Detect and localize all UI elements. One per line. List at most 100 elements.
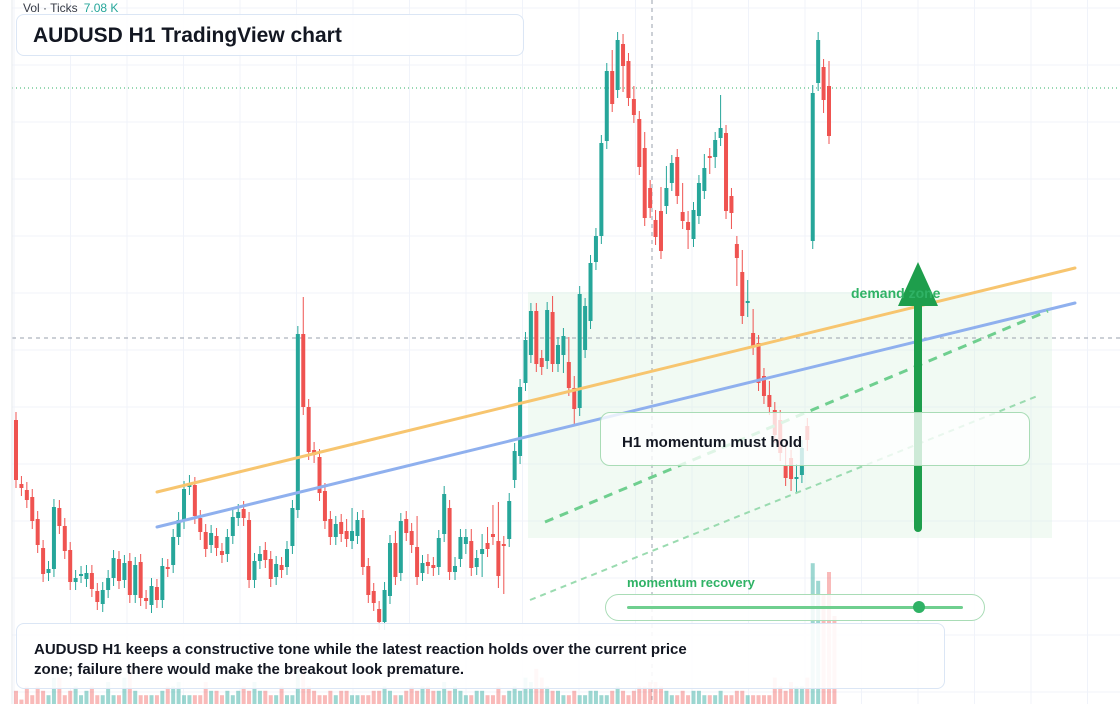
candle-body: [696, 183, 701, 216]
candle-body: [447, 508, 452, 572]
candle-body: [46, 569, 51, 573]
volume-bar: [686, 695, 691, 704]
candle-body: [572, 388, 577, 409]
candle-body: [89, 573, 94, 589]
volume-bar: [425, 686, 430, 704]
volume-bar: [718, 690, 723, 704]
candle-body: [182, 489, 187, 521]
momentum-knob[interactable]: [913, 601, 926, 613]
candle-body: [247, 520, 252, 580]
volume-bar: [604, 695, 609, 704]
volume-bar: [458, 690, 463, 704]
candle-body: [626, 61, 631, 98]
volume-bar: [138, 695, 143, 704]
volume-bar: [626, 695, 631, 704]
volume-bar: [740, 690, 745, 704]
volume-bar: [57, 677, 62, 704]
volume-bar: [518, 690, 523, 704]
candle-body: [328, 519, 333, 537]
candle-body: [41, 548, 46, 574]
volume-bar: [133, 690, 138, 704]
candle-body: [442, 494, 447, 534]
candle-body: [566, 362, 571, 388]
volume-bar: [409, 686, 414, 704]
volume-bar: [106, 682, 111, 704]
candle-body: [371, 591, 376, 603]
callout-text: H1 momentum must hold: [622, 434, 803, 451]
candle-body: [550, 312, 555, 364]
candle-body: [729, 196, 734, 213]
volume-bar: [572, 690, 577, 704]
candle-body: [604, 71, 609, 141]
candle-body: [382, 590, 387, 622]
candle-body: [664, 188, 669, 206]
candle-body: [73, 578, 78, 582]
candle-body: [507, 501, 512, 539]
volume-bar: [415, 690, 420, 704]
candle-body: [561, 336, 566, 355]
volume-bar: [420, 686, 425, 704]
volume-bar: [46, 695, 51, 704]
candle-body: [827, 86, 831, 136]
candle-body: [268, 559, 273, 579]
volume-bar: [263, 690, 268, 704]
candle-body: [469, 541, 474, 568]
volume-bar: [355, 695, 360, 704]
volume-bar: [761, 695, 766, 704]
candlestick-series: [14, 32, 831, 630]
candle-body: [154, 587, 159, 600]
candle-body: [171, 537, 176, 565]
candle-body: [593, 236, 598, 262]
volume-bar: [62, 695, 67, 704]
candle-body: [214, 536, 219, 548]
volume-bar: [436, 690, 441, 704]
volume-bar: [545, 686, 550, 704]
candle-body: [404, 519, 409, 533]
volume-bar: [642, 686, 647, 704]
candle-body: [713, 140, 718, 157]
candle-body: [583, 306, 588, 350]
volume-bar: [19, 699, 24, 704]
candle-body: [425, 562, 430, 566]
candle-body: [794, 477, 799, 479]
candle-body: [518, 387, 523, 456]
volume-bar: [496, 686, 501, 704]
candle-body: [675, 157, 680, 196]
channel-dashed-lower: [529, 394, 1041, 601]
candle-body: [496, 541, 501, 576]
chart-title-box: AUDUSD H1 TradingView chart: [16, 14, 524, 56]
volume-bar: [306, 686, 311, 704]
volume-bar: [588, 690, 593, 704]
candle-body: [79, 574, 84, 576]
volume-bar: [144, 695, 149, 704]
candle-body: [398, 521, 403, 573]
volume-bar: [165, 686, 170, 704]
volume-bar: [756, 695, 761, 704]
candle-body: [415, 547, 420, 577]
volume-bar: [30, 695, 35, 704]
candle-body: [263, 550, 268, 560]
candle-body: [252, 561, 257, 580]
volume-bar: [794, 686, 799, 704]
candle-body: [718, 128, 723, 138]
volume-bar: [696, 690, 701, 704]
candle-body: [219, 551, 224, 555]
volume-bar: [350, 695, 355, 704]
volume-bar: [219, 695, 224, 704]
candle-body: [127, 561, 132, 595]
momentum-slider[interactable]: [605, 594, 985, 621]
candle-body: [740, 272, 745, 316]
candle-body: [783, 466, 788, 478]
volume-bar: [95, 695, 100, 704]
volume-bar: [789, 682, 794, 704]
volume-bar: [230, 695, 235, 704]
volume-bar: [745, 695, 750, 704]
summary-box: AUDUSD H1 keeps a constructive tone whil…: [16, 623, 945, 689]
candle-body: [621, 44, 626, 66]
volume-bar: [713, 695, 718, 704]
volume-bar: [724, 695, 729, 704]
candle-body: [761, 376, 766, 396]
candle-body: [458, 537, 463, 559]
volume-bar: [225, 690, 230, 704]
volume-bar: [447, 690, 452, 704]
